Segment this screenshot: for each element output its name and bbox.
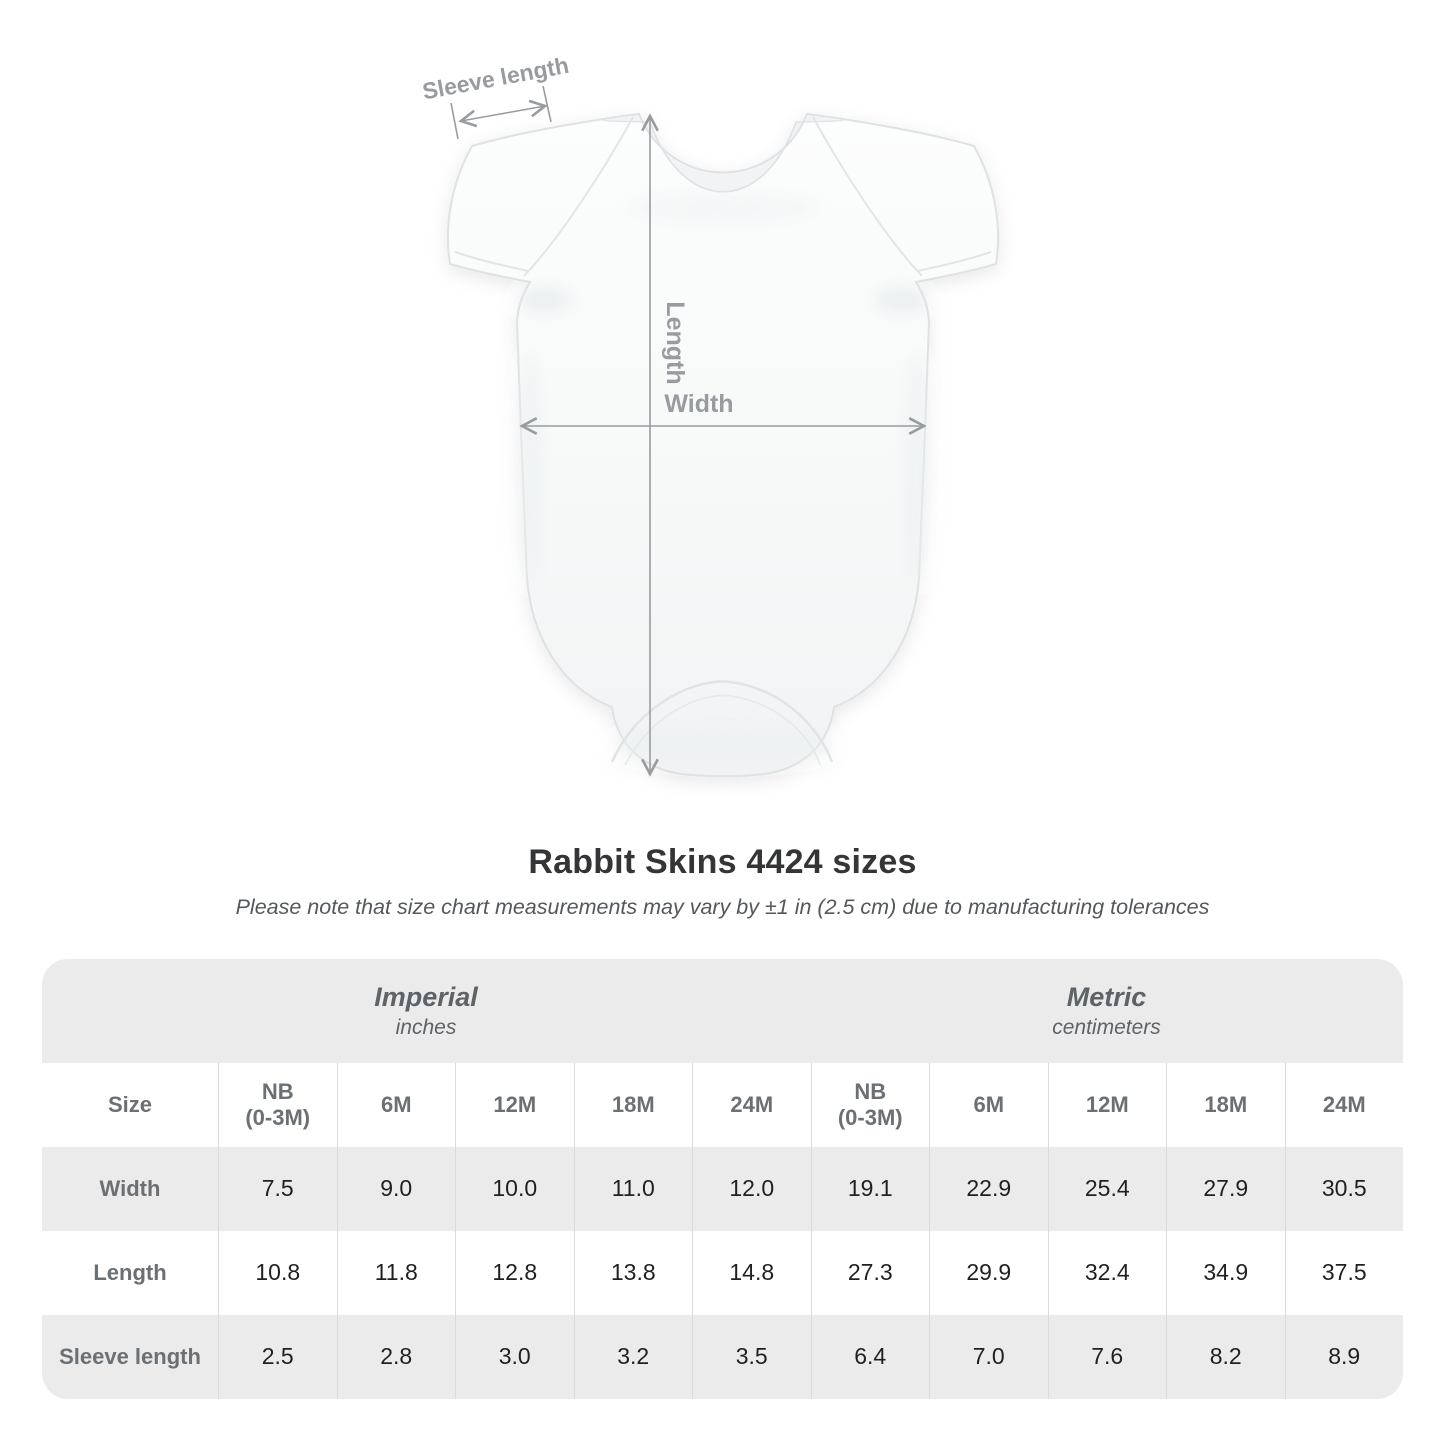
column-header: 18M [573, 1063, 692, 1147]
imperial-unit: inches [395, 1016, 457, 1039]
column-header: 12M [1047, 1063, 1166, 1147]
column-header: 12M [455, 1063, 574, 1147]
table-cell: 7.6 [1047, 1315, 1166, 1399]
column-header: 24M [692, 1063, 811, 1147]
metric-unit: centimeters [1052, 1016, 1161, 1039]
table-cell: 30.5 [1284, 1147, 1403, 1231]
table-cell: 7.5 [218, 1147, 337, 1231]
table-cell: 9.0 [336, 1147, 455, 1231]
column-header: 18M [1166, 1063, 1285, 1147]
sleeve-length-label: Sleeve length [420, 52, 571, 105]
table-cell: 3.0 [455, 1315, 574, 1399]
imperial-section-header: Imperial inches [42, 959, 810, 1063]
tolerance-note: Please note that size chart measurements… [235, 895, 1210, 919]
table-cell: 11.0 [573, 1147, 692, 1231]
sleeve-dimension-tick-right [542, 85, 552, 123]
sleeve-dimension-tick-left [450, 102, 459, 140]
table-cell: 25.4 [1047, 1147, 1166, 1231]
row-label: Width [42, 1147, 218, 1231]
table-cell: 3.2 [573, 1315, 692, 1399]
column-header: 6M [929, 1063, 1048, 1147]
table-cell: 2.5 [218, 1315, 337, 1399]
column-header: 24M [1284, 1063, 1403, 1147]
metric-section-header: Metric centimeters [810, 959, 1403, 1063]
column-header-size: Size [42, 1063, 218, 1147]
table-cell: 6.4 [810, 1315, 929, 1399]
table-cell: 29.9 [929, 1231, 1048, 1315]
imperial-title: Imperial [374, 982, 478, 1012]
table-cell: 11.8 [336, 1231, 455, 1315]
page-title: Rabbit Skins 4424 sizes [528, 843, 917, 881]
bodysuit-measurement-diagram: Sleeve length Length Width [420, 52, 1000, 778]
table-cell: 7.0 [929, 1315, 1048, 1399]
column-header: NB (0-3M) [810, 1063, 929, 1147]
row-label: Sleeve length [42, 1315, 218, 1399]
lap-shoulder-seam-left [523, 116, 634, 277]
column-header: 6M [336, 1063, 455, 1147]
table-cell: 13.8 [573, 1231, 692, 1315]
table-cell: 22.9 [929, 1147, 1048, 1231]
table-cell: 19.1 [810, 1147, 929, 1231]
lap-shoulder-seam-right [812, 116, 923, 277]
table-cell: 10.0 [455, 1147, 574, 1231]
table-cell: 12.0 [692, 1147, 811, 1231]
table-cell: 14.8 [692, 1231, 811, 1315]
table-cell: 27.3 [810, 1231, 929, 1315]
bodysuit-illustration [446, 112, 1000, 778]
table-cell: 3.5 [692, 1315, 811, 1399]
table-cell: 2.8 [336, 1315, 455, 1399]
size-chart-table: Imperial inches Metric centimeters Size N… [42, 959, 1403, 1399]
sleeve-dimension-line [461, 106, 545, 121]
metric-title: Metric [1066, 982, 1147, 1012]
table-cell: 34.9 [1166, 1231, 1285, 1315]
column-header: NB (0-3M) [218, 1063, 337, 1147]
table-cell: 12.8 [455, 1231, 574, 1315]
size-chart-grid: Size NB (0-3M) 6M 12M 18M 24M NB (0-3M) 6M 12M 18… [42, 1063, 1403, 1399]
row-label: Length [42, 1231, 218, 1315]
table-cell: 32.4 [1047, 1231, 1166, 1315]
table-cell: 8.2 [1166, 1315, 1285, 1399]
width-label: Width [664, 390, 733, 418]
table-cell: 8.9 [1284, 1315, 1403, 1399]
table-cell: 10.8 [218, 1231, 337, 1315]
table-cell: 27.9 [1166, 1147, 1285, 1231]
units-header-band: Imperial inches Metric centimeters [42, 959, 1403, 1063]
length-label: Length [661, 301, 689, 384]
table-cell: 37.5 [1284, 1231, 1403, 1315]
